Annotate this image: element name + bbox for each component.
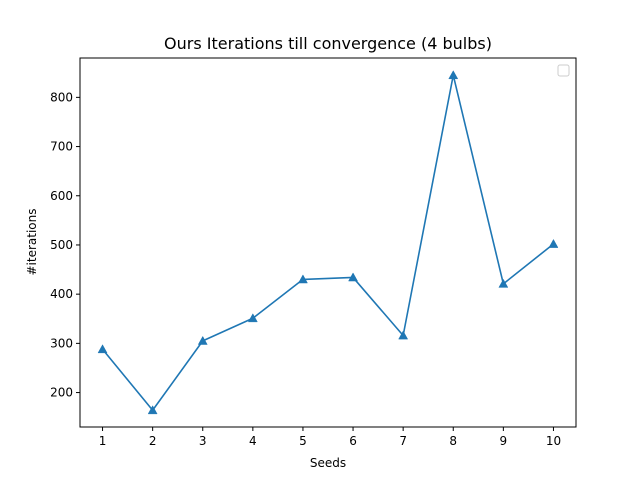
data-point-marker <box>398 330 409 340</box>
y-tick-label: 400 <box>50 287 73 301</box>
y-tick-label: 500 <box>50 238 73 252</box>
plot-area <box>97 70 559 415</box>
x-tick-label: 2 <box>149 434 157 448</box>
x-tick-label: 9 <box>500 434 508 448</box>
x-tick-label: 1 <box>99 434 107 448</box>
axes-frame <box>79 57 577 428</box>
data-point-marker <box>247 313 258 323</box>
x-axis-label: Seeds <box>310 456 346 470</box>
x-axis: 1 2 3 4 5 6 7 8 9 10 <box>99 427 561 448</box>
y-tick-label: 200 <box>50 386 73 400</box>
data-point-marker <box>197 335 208 345</box>
y-axis: 200 300 400 500 600 700 800 <box>50 90 80 400</box>
data-point-marker <box>147 405 158 415</box>
x-tick-label: 10 <box>546 434 561 448</box>
y-axis-label: #iterations <box>25 208 39 275</box>
x-tick-label: 4 <box>249 434 257 448</box>
x-tick-label: 6 <box>349 434 357 448</box>
y-tick-label: 600 <box>50 189 73 203</box>
data-point-marker <box>298 274 308 284</box>
data-point-marker <box>498 278 509 288</box>
y-tick-label: 700 <box>50 140 73 154</box>
x-tick-label: 7 <box>399 434 407 448</box>
data-point-marker <box>97 344 108 354</box>
x-tick-label: 8 <box>449 434 457 448</box>
y-tick-label: 800 <box>50 90 73 104</box>
y-tick-label: 300 <box>50 336 73 350</box>
data-point-marker <box>448 70 459 80</box>
legend-box <box>557 64 570 77</box>
series-line <box>101 74 554 412</box>
data-point-marker <box>548 238 559 248</box>
chart-title: Ours Iterations till convergence (4 bulb… <box>164 34 492 53</box>
x-tick-label: 3 <box>199 434 207 448</box>
x-tick-label: 5 <box>299 434 307 448</box>
data-point-marker <box>348 272 358 282</box>
